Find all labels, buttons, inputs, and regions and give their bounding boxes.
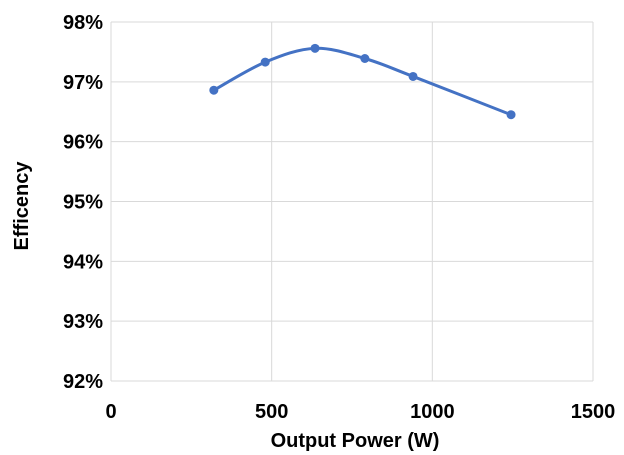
y-tick-label: 96%: [63, 132, 103, 154]
y-tick-label: 93%: [63, 311, 103, 333]
data-point: [360, 53, 370, 63]
y-tick-label: 92%: [63, 371, 103, 393]
y-axis-title: Efficency: [11, 161, 33, 251]
x-tick-label: 0: [105, 401, 116, 423]
x-tick-label: 1500: [571, 401, 616, 423]
y-tick-label: 95%: [63, 192, 103, 214]
data-point: [260, 57, 270, 67]
y-tick-label: 97%: [63, 72, 103, 94]
x-tick-label: 500: [255, 401, 288, 423]
x-axis-title: Output Power (W): [271, 430, 440, 452]
y-tick-label: 94%: [63, 251, 103, 273]
series-layer: [209, 43, 516, 120]
label-layer: Output Power (W) Efficency 92% 93% 94% 95% 9…: [11, 12, 615, 452]
data-point: [506, 110, 516, 120]
data-point: [209, 85, 219, 95]
data-point: [310, 43, 320, 53]
y-tick-label: 98%: [63, 12, 103, 34]
grid-layer: [110, 21, 594, 382]
x-tick-label: 1000: [410, 401, 455, 423]
data-point: [408, 71, 418, 81]
axis-layer: [110, 22, 593, 382]
